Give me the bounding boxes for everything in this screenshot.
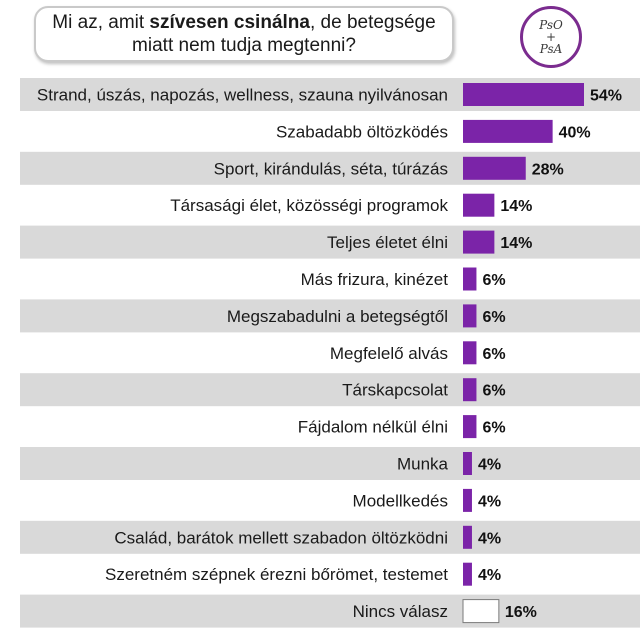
bar xyxy=(463,304,477,328)
category-label: Megszabadulni a betegségtől xyxy=(227,307,448,326)
logo-text-3: PsA xyxy=(539,42,563,56)
category-label: Sport, kirándulás, séta, túrázás xyxy=(214,159,448,178)
bar xyxy=(463,156,526,180)
value-label: 4% xyxy=(478,530,501,547)
bar xyxy=(463,267,477,291)
row-band xyxy=(20,520,640,554)
category-label: Társkapcsolat xyxy=(342,381,448,400)
row-band xyxy=(20,373,640,407)
bar xyxy=(463,525,472,549)
row-band xyxy=(20,594,640,628)
value-label: 6% xyxy=(482,420,505,437)
category-label: Teljes életet élni xyxy=(327,233,448,252)
category-label: Nincs válasz xyxy=(353,602,448,621)
bar xyxy=(463,452,472,475)
value-label: 40% xyxy=(559,124,591,141)
category-label: Társasági élet, közösségi programok xyxy=(170,196,448,215)
bar xyxy=(462,599,500,624)
row-band xyxy=(20,483,640,517)
value-label: 6% xyxy=(482,383,505,400)
value-label: 14% xyxy=(500,198,532,215)
bar xyxy=(463,378,477,402)
category-label: Modellkedés xyxy=(353,491,448,510)
value-label: 28% xyxy=(532,161,564,178)
category-label: Fájdalom nélkül élni xyxy=(298,418,448,437)
question-box: Mi az, amit szívesen csinálna, de betegs… xyxy=(34,6,454,62)
value-label: 54% xyxy=(590,88,622,105)
bar xyxy=(463,83,584,106)
row-band xyxy=(20,336,640,370)
row-band xyxy=(20,447,640,480)
value-label: 4% xyxy=(478,567,501,584)
bar xyxy=(463,230,495,254)
category-label: Család, barátok mellett szabadon öltözkö… xyxy=(114,528,448,547)
question-line-1: Mi az, amit szívesen csinálna, de betegs… xyxy=(52,11,435,34)
value-label: 6% xyxy=(482,309,505,326)
value-label: 16% xyxy=(505,604,537,621)
value-label: 6% xyxy=(482,346,505,363)
bar xyxy=(463,193,495,217)
row-band xyxy=(20,188,640,222)
category-label: Szabadabb öltözködés xyxy=(276,122,448,141)
category-label: Strand, úszás, napozás, wellness, szauna… xyxy=(37,86,448,105)
value-label: 14% xyxy=(500,235,532,252)
question-text-pre: Mi az, amit xyxy=(52,12,150,33)
bar xyxy=(463,341,477,365)
row-band xyxy=(20,262,640,296)
row-band xyxy=(20,557,640,591)
question-text-post: , de betegsége xyxy=(309,12,436,33)
category-label: Más frizura, kinézet xyxy=(301,270,449,289)
bar xyxy=(463,562,472,586)
category-label: Szeretném szépnek érezni bőrömet, testem… xyxy=(105,565,448,584)
bar xyxy=(463,415,477,439)
bar xyxy=(463,488,472,512)
row-band xyxy=(20,151,640,185)
logo-text-1: PsO xyxy=(539,18,563,32)
category-label: Megfelelő alvás xyxy=(330,344,448,363)
question-line-2: miatt nem tudja megtenni? xyxy=(132,35,356,56)
row-band xyxy=(20,225,640,259)
logo-text-2: + xyxy=(545,30,557,44)
value-label: 6% xyxy=(482,272,505,289)
row-band xyxy=(20,299,640,333)
question-text-bold: szívesen csinálna xyxy=(149,12,310,33)
bar xyxy=(463,119,553,143)
category-label: Munka xyxy=(397,455,449,474)
row-band xyxy=(20,410,640,444)
pso-psa-logo: PsO + PsA xyxy=(520,6,582,68)
value-label: 4% xyxy=(478,493,501,510)
value-label: 4% xyxy=(478,457,501,474)
